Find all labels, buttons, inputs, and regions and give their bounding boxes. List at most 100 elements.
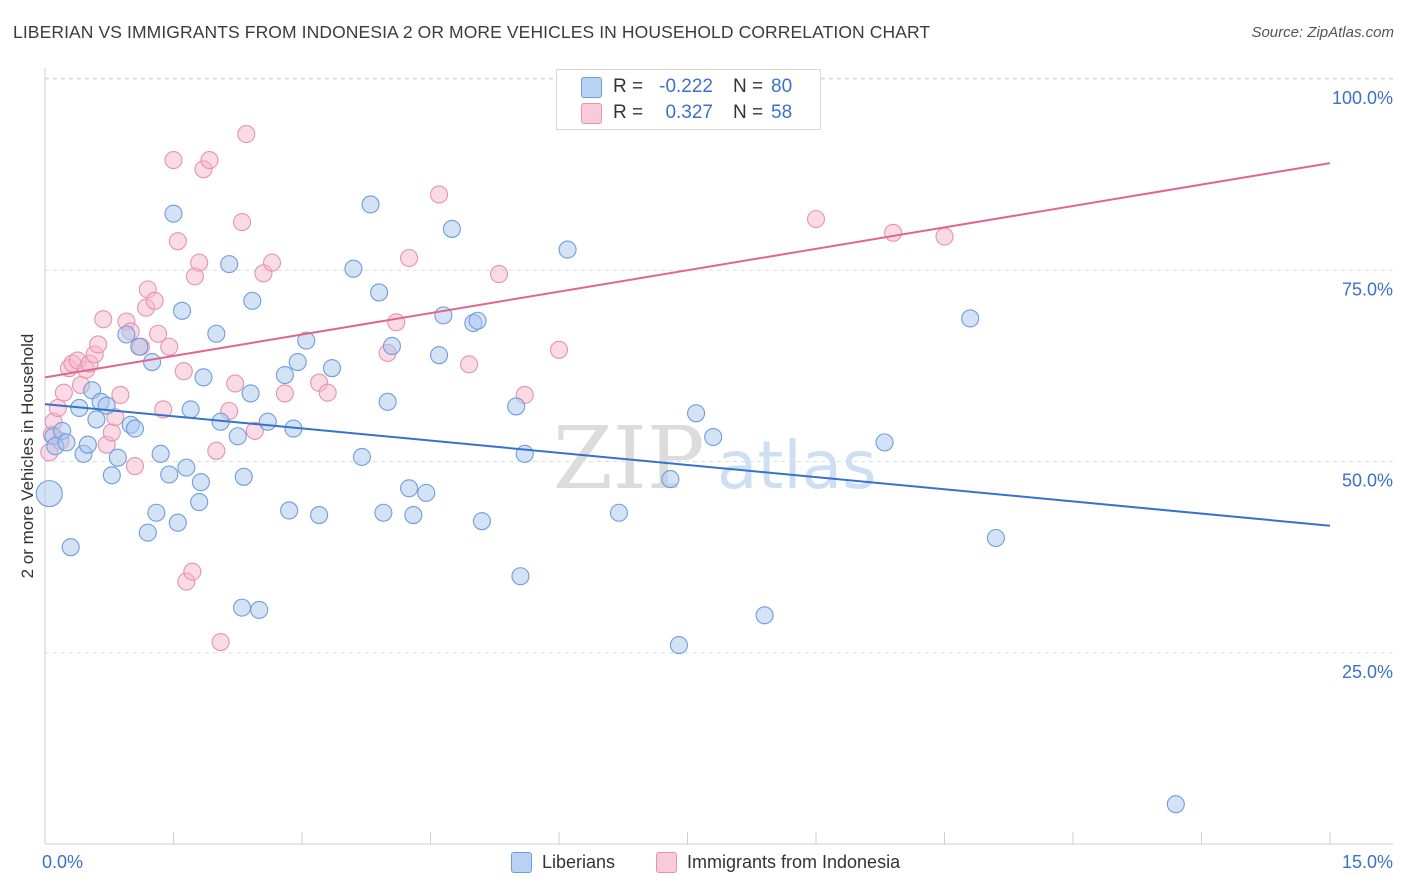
x-tick-label-max: 15.0% bbox=[1341, 852, 1393, 872]
point-indonesia bbox=[211, 632, 230, 652]
point-indonesia bbox=[237, 125, 256, 144]
point-indonesia bbox=[430, 185, 449, 204]
point-indonesia bbox=[200, 151, 219, 170]
point-liberian bbox=[151, 444, 170, 463]
point-indonesia bbox=[183, 562, 202, 581]
point-liberian bbox=[986, 528, 1005, 548]
point-indonesia bbox=[149, 324, 168, 343]
point-liberian bbox=[147, 503, 166, 522]
legend-label-liberians: Liberians bbox=[542, 852, 616, 872]
correlation-legend: R = -0.222 N = 80 R = 0.327 N = 58 bbox=[556, 69, 821, 130]
point-liberian bbox=[220, 255, 239, 274]
legend-swatch-blue bbox=[511, 852, 532, 873]
point-liberian bbox=[102, 466, 121, 485]
legend-n-label: N = bbox=[733, 102, 764, 123]
point-indonesia bbox=[400, 248, 419, 268]
legend-n-value: 58 bbox=[771, 102, 793, 123]
point-liberian bbox=[250, 600, 269, 619]
point-liberian bbox=[191, 473, 210, 492]
point-indonesia bbox=[935, 227, 954, 246]
legend-item-liberians[interactable]: Liberians bbox=[511, 852, 615, 873]
point-liberian bbox=[288, 352, 307, 372]
point-liberian bbox=[177, 458, 196, 477]
point-liberian bbox=[961, 309, 980, 328]
legend-r-value: 0.327 bbox=[665, 102, 713, 123]
legend-swatch-pink bbox=[656, 852, 677, 873]
point-liberian bbox=[361, 195, 380, 214]
point-liberian bbox=[168, 513, 187, 532]
legend-r-label: R = bbox=[613, 102, 644, 123]
point-indonesia bbox=[387, 313, 406, 332]
point-liberian bbox=[669, 636, 688, 655]
point-liberian bbox=[181, 400, 200, 419]
point-liberian bbox=[228, 427, 247, 446]
y-tick-label: 25.0% bbox=[1342, 662, 1393, 682]
point-indonesia bbox=[262, 253, 282, 272]
grid-lines bbox=[45, 77, 1393, 654]
point-liberian bbox=[87, 410, 106, 429]
trend-lines bbox=[44, 162, 1331, 527]
point-liberian bbox=[558, 240, 577, 259]
point-liberian bbox=[35, 480, 63, 508]
legend-row-liberians: R = -0.222 N = 80 bbox=[581, 75, 792, 99]
y-tick-label: 100.0% bbox=[1332, 88, 1393, 108]
point-liberian bbox=[280, 501, 299, 520]
y-tick-label: 50.0% bbox=[1342, 471, 1393, 491]
legend-r-label: R = bbox=[613, 76, 644, 97]
point-indonesia bbox=[275, 384, 294, 403]
point-liberian bbox=[511, 567, 530, 586]
point-liberian bbox=[108, 448, 127, 467]
point-indonesia bbox=[54, 383, 73, 402]
points-immigrants-from-indonesia bbox=[40, 125, 954, 652]
point-liberian bbox=[322, 359, 342, 378]
point-liberian bbox=[164, 204, 183, 223]
point-indonesia bbox=[318, 383, 337, 402]
point-indonesia bbox=[226, 374, 245, 393]
point-indonesia bbox=[459, 355, 479, 374]
point-liberian bbox=[234, 467, 253, 486]
series-legend: Liberians Immigrants from Indonesia bbox=[0, 852, 1406, 878]
point-liberian bbox=[344, 259, 363, 278]
point-liberian bbox=[125, 419, 144, 438]
y-tick-label: 75.0% bbox=[1342, 279, 1393, 299]
point-indonesia bbox=[102, 423, 121, 442]
point-indonesia bbox=[549, 340, 569, 359]
watermark: ZIP atlas bbox=[553, 409, 877, 509]
point-liberian bbox=[472, 512, 491, 531]
source-credit: Source: ZipAtlas.com bbox=[1251, 24, 1394, 41]
point-liberian bbox=[143, 352, 162, 372]
point-liberian bbox=[275, 366, 294, 385]
point-liberian bbox=[97, 396, 116, 415]
point-liberian bbox=[468, 311, 487, 330]
point-indonesia bbox=[168, 232, 187, 251]
trend-line-liberians bbox=[44, 403, 1331, 527]
point-liberian bbox=[258, 412, 277, 431]
point-indonesia bbox=[489, 265, 509, 284]
point-liberian bbox=[609, 503, 629, 522]
point-liberian bbox=[160, 465, 179, 484]
point-liberian bbox=[417, 483, 436, 502]
legend-r-value: -0.222 bbox=[659, 76, 713, 97]
point-indonesia bbox=[245, 421, 264, 440]
point-liberian bbox=[442, 219, 461, 238]
point-indonesia bbox=[160, 337, 179, 356]
point-indonesia bbox=[232, 213, 252, 232]
point-liberian bbox=[875, 433, 894, 452]
legend-n-label: N = bbox=[733, 76, 764, 97]
point-indonesia bbox=[48, 398, 67, 418]
x-tick-label-min: 0.0% bbox=[42, 852, 84, 872]
point-liberian bbox=[352, 447, 372, 466]
point-indonesia bbox=[125, 457, 144, 476]
point-liberian bbox=[190, 492, 209, 512]
point-liberian bbox=[297, 331, 316, 350]
point-indonesia bbox=[154, 400, 173, 419]
point-liberian bbox=[243, 291, 262, 310]
legend-item-indonesia[interactable]: Immigrants from Indonesia bbox=[656, 852, 900, 873]
point-liberian bbox=[310, 505, 329, 525]
point-indonesia bbox=[89, 335, 108, 354]
point-indonesia bbox=[145, 291, 164, 310]
point-liberian bbox=[232, 598, 252, 617]
point-liberian bbox=[430, 346, 449, 365]
point-liberian bbox=[173, 301, 192, 320]
